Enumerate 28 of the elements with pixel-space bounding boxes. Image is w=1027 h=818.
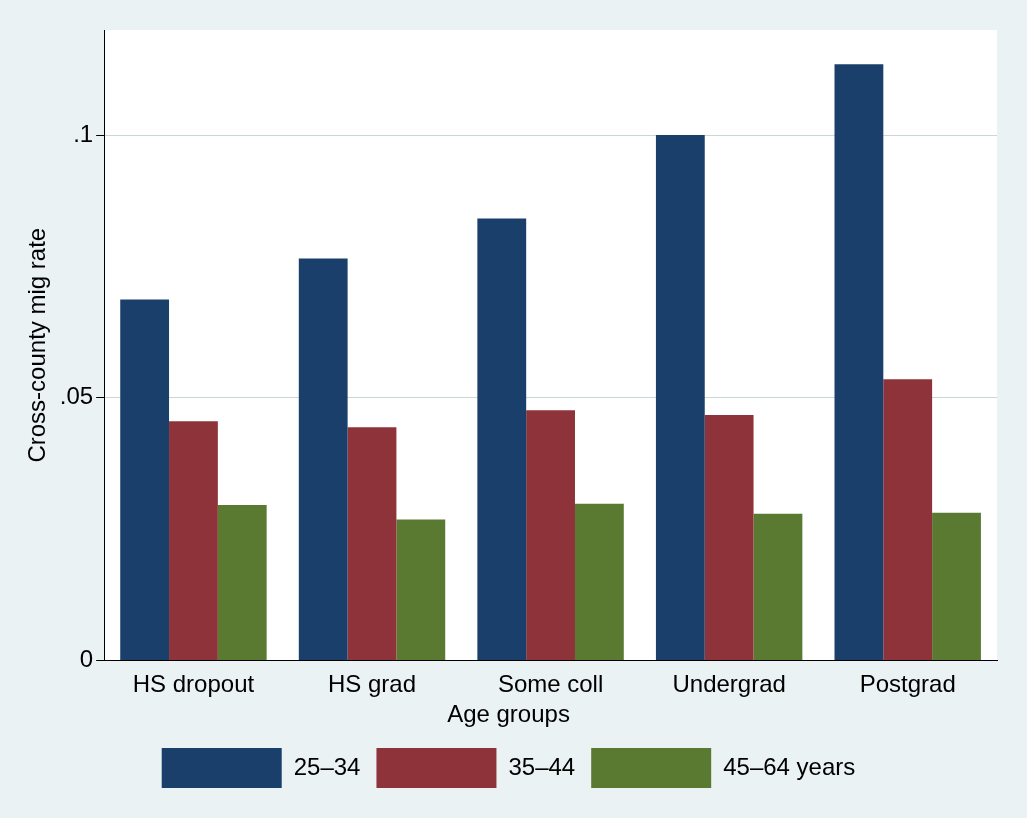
bar: [574, 503, 624, 660]
bar: [298, 258, 348, 660]
bar: [704, 415, 754, 660]
bar: [120, 299, 170, 660]
bar: [753, 513, 803, 660]
legend-label: 25–34: [293, 752, 361, 780]
bar: [834, 64, 884, 660]
legend-label: 35–44: [508, 752, 576, 780]
bar: [347, 427, 397, 660]
x-tick-label: HS grad: [327, 670, 417, 698]
x-tick-label: Postgrad: [859, 670, 956, 698]
bar: [883, 379, 933, 660]
x-tick-label: HS dropout: [132, 670, 255, 698]
legend-label: 45–64 years: [723, 752, 856, 780]
bar: [217, 504, 267, 660]
y-tick-label: .1: [73, 119, 94, 147]
bar: [169, 421, 218, 660]
bar: [932, 512, 981, 660]
bar: [396, 519, 446, 660]
bar: [477, 218, 527, 660]
x-tick-label: Some coll: [497, 670, 604, 698]
y-axis-title: Cross-county mig rate: [23, 227, 51, 463]
y-tick-label: .05: [59, 382, 94, 410]
legend-title: Age groups: [447, 699, 570, 727]
y-tick-label: 0: [79, 645, 94, 673]
x-tick-label: Undergrad: [672, 670, 786, 698]
bar: [526, 410, 575, 660]
bar: [655, 135, 705, 660]
